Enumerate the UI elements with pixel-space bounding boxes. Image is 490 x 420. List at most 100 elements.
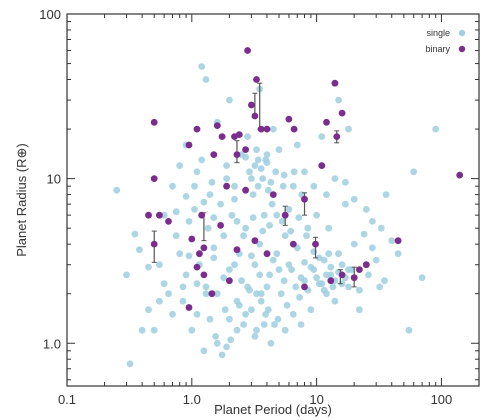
single-point	[293, 141, 301, 149]
single-point	[418, 274, 426, 282]
legend: single binary	[425, 28, 466, 54]
single-point	[198, 63, 206, 70]
x-tick-label: 1.0	[183, 392, 201, 407]
binary-point	[269, 191, 277, 199]
single-point	[202, 283, 210, 291]
single-point	[325, 224, 333, 232]
single-point	[240, 321, 248, 328]
single-point	[310, 182, 318, 190]
binary-series	[145, 47, 464, 311]
binary-point	[150, 240, 158, 248]
binary-point	[233, 151, 241, 159]
single-point	[242, 310, 250, 318]
binary-point	[362, 261, 370, 269]
single-point	[253, 326, 260, 334]
single-point	[365, 271, 372, 279]
binary-point	[253, 76, 260, 83]
binary-point	[281, 211, 289, 219]
binary-point	[289, 240, 297, 248]
single-point	[256, 271, 264, 279]
single-point	[303, 232, 310, 240]
single-point	[213, 290, 221, 298]
single-point	[217, 200, 225, 208]
legend-marker-single	[458, 29, 466, 37]
single-point	[279, 182, 287, 190]
single-point	[310, 248, 318, 256]
binary-point	[193, 263, 201, 271]
single-point	[315, 254, 323, 262]
single-point	[382, 191, 390, 199]
single-point	[251, 261, 259, 269]
single-point	[281, 232, 289, 240]
binary-point	[223, 182, 231, 190]
single-point	[202, 290, 210, 298]
single-point	[210, 214, 218, 222]
x-tick-label: 10	[309, 392, 323, 407]
single-point	[188, 326, 196, 334]
single-point	[335, 96, 342, 104]
binary-point	[356, 266, 363, 273]
single-point	[244, 133, 252, 141]
single-point	[262, 156, 269, 164]
single-point	[251, 162, 259, 170]
binary-point	[233, 246, 241, 254]
single-point	[266, 222, 273, 229]
binary-point	[198, 211, 206, 219]
single-point	[381, 277, 388, 285]
single-point	[329, 283, 337, 291]
single-point	[248, 175, 255, 183]
single-point	[206, 191, 214, 199]
single-point	[113, 186, 121, 194]
single-point	[274, 315, 282, 323]
single-point	[249, 214, 257, 222]
single-point	[266, 271, 273, 279]
single-point	[260, 321, 268, 328]
single-point	[257, 165, 265, 173]
single-point	[342, 178, 349, 186]
single-point	[260, 211, 268, 219]
single-point	[169, 310, 176, 318]
binary-point	[327, 277, 335, 285]
binary-point	[263, 250, 271, 258]
binary-point	[185, 304, 193, 311]
binary-point	[218, 133, 226, 141]
single-point	[193, 168, 201, 176]
binary-point	[150, 118, 158, 126]
single-point	[304, 224, 312, 232]
single-point	[202, 76, 210, 83]
binary-point	[226, 277, 233, 285]
binary-point	[210, 151, 218, 159]
single-point	[156, 261, 163, 269]
single-point	[301, 259, 308, 266]
x-axis-title: Planet Period (days)	[214, 402, 332, 417]
single-point	[208, 178, 216, 186]
single-point	[172, 232, 180, 240]
single-point	[226, 315, 233, 323]
single-point	[281, 326, 289, 334]
binary-point	[235, 131, 243, 139]
single-point	[191, 182, 198, 190]
single-point	[271, 321, 278, 328]
single-point	[267, 178, 275, 186]
binary-point	[312, 240, 319, 248]
binary-point	[290, 125, 298, 133]
single-point	[231, 261, 238, 269]
binary-point	[323, 118, 330, 126]
single-point	[289, 182, 297, 190]
binary-point	[456, 171, 464, 179]
single-point	[338, 261, 346, 269]
single-point	[307, 263, 315, 271]
binary-point	[333, 133, 341, 141]
binary-point	[156, 211, 163, 219]
binary-point	[244, 47, 252, 54]
y-tick-label: 100	[39, 7, 61, 22]
single-point	[233, 326, 241, 334]
single-point	[200, 198, 208, 206]
single-point	[323, 191, 330, 199]
single-point	[318, 280, 326, 288]
single-point	[335, 250, 342, 258]
single-point	[278, 218, 286, 225]
single-point	[273, 250, 281, 258]
single-point	[212, 333, 220, 340]
binary-point	[251, 237, 259, 245]
